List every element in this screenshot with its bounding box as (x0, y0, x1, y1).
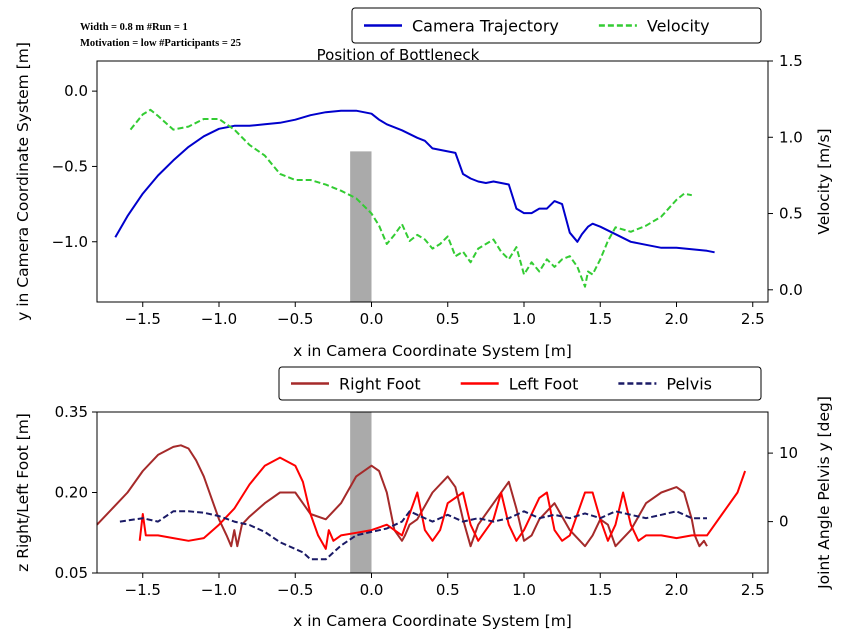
chart1-axes-frame (96, 60, 769, 303)
chart1-bottleneck-annotation: Position of Bottleneck (317, 46, 480, 64)
chart2-bottleneck-bar (350, 412, 372, 573)
chart2-y-axis-label: z Right/Left Foot [m] (14, 413, 32, 572)
chart2-y2-tick-label: 10 (779, 444, 798, 462)
chart1-series-camera-trajectory-line (114, 109, 715, 254)
meta-line-1: Width = 0.8 m #Run = 1 (80, 22, 188, 33)
chart2-x-tick-label: 2.5 (741, 581, 765, 599)
chart2-legend-label: Right Foot (339, 375, 421, 394)
chart2-x-tick-label: 0.0 (360, 581, 384, 599)
chart1-x-tick-label: −0.5 (277, 310, 313, 328)
chart2-y2-axis-label: Joint Angle Pelvis y [deg] (815, 396, 833, 590)
chart2-x-tick-label: 2.0 (665, 581, 689, 599)
charts-layer: −1.5 −1.0 −0.5 0.0 0.5 1.0 1.5 2.0 2.5 0.0 −0.5 −1.… (14, 7, 833, 630)
chart2-x-tick-label: 0.5 (436, 581, 460, 599)
chart2-x-tick-label: −1.5 (125, 581, 161, 599)
chart1-y2-tick-label: 0.0 (779, 281, 803, 299)
chart2-series-pelvis-line (119, 510, 707, 561)
chart2-y-tick-label: 0.20 (55, 484, 88, 502)
chart1-x-axis-label: x in Camera Coordinate System [m] (293, 342, 572, 360)
chart1-x-tick-label: 0.0 (360, 310, 384, 328)
chart2-legend-label: Pelvis (666, 375, 712, 394)
chart1-y-tick-label: −0.5 (52, 157, 88, 175)
chart2-x-tick-label: 1.5 (588, 581, 612, 599)
chart2-x-tick-label: −0.5 (277, 581, 313, 599)
chart2-y2-tick-label: 0 (779, 513, 789, 531)
chart1-y2-tick-label: 1.0 (779, 128, 803, 146)
chart1-y2-axis-label: Velocity [m/s] (815, 128, 833, 234)
chart1-series-velocity-line (129, 108, 692, 288)
chart1-bottleneck-bar (350, 151, 372, 302)
chart1-x-tick-label: −1.5 (125, 310, 161, 328)
chart2-legend-box (278, 366, 762, 401)
chart1-y-axis-label: y in Camera Coordinate System [m] (14, 42, 32, 321)
chart2-x-tick-label: −1.0 (201, 581, 237, 599)
chart2-legend-label: Left Foot (509, 375, 579, 394)
chart2-x-tick-label: 1.0 (512, 581, 536, 599)
chart2-y-tick-label: 0.35 (55, 403, 88, 421)
chart1-x-tick-label: 1.5 (588, 310, 612, 328)
chart2-x-axis-label: x in Camera Coordinate System [m] (293, 612, 572, 630)
chart1-y-tick-label: 0.0 (64, 82, 88, 100)
chart1-y2-tick-label: 0.5 (779, 205, 803, 223)
chart2-series-left-foot-line (138, 456, 747, 550)
chart1-x-tick-label: 2.5 (741, 310, 765, 328)
meta-line-2: Motivation = low #Participants = 25 (80, 38, 241, 49)
chart1-x-tick-label: 2.0 (665, 310, 689, 328)
chart2-y-tick-label: 0.05 (55, 564, 88, 582)
chart1-y-tick-label: −1.0 (52, 233, 88, 251)
chart1-x-tick-label: 1.0 (512, 310, 536, 328)
chart1-x-tick-label: −1.0 (201, 310, 237, 328)
chart1-y2-tick-label: 1.5 (779, 52, 803, 70)
chart2-series-right-foot-line (96, 444, 708, 548)
chart1-legend-box (351, 7, 762, 44)
chart1-legend-label: Velocity (647, 17, 710, 36)
chart1-x-tick-label: 0.5 (436, 310, 460, 328)
chart1-legend-label: Camera Trajectory (412, 17, 559, 36)
